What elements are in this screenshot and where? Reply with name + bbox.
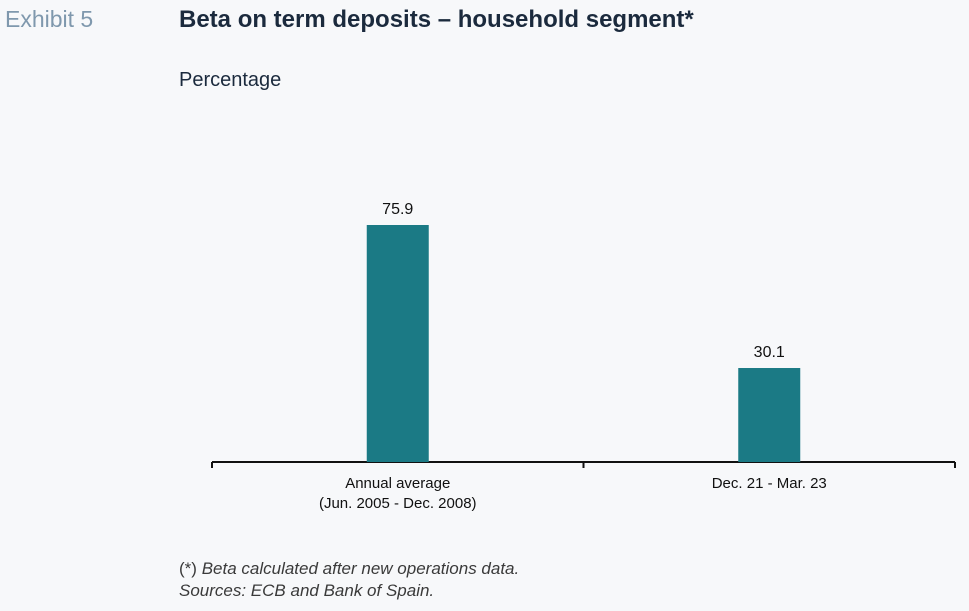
x-tick-label: (Jun. 2005 - Dec. 2008) [319, 495, 477, 512]
footnote-sources: Sources: ECB and Bank of Spain. [179, 581, 435, 600]
exhibit-label: Exhibit 5 [5, 6, 94, 32]
bar-data-label: 75.9 [382, 201, 413, 218]
x-tick-label: Dec. 21 - Mar. 23 [712, 475, 827, 492]
footnote-text: Beta calculated after new operations dat… [201, 559, 520, 578]
x-tick-label: Annual average [345, 475, 450, 492]
chart-subtitle: Percentage [179, 69, 282, 91]
footnote-beta: (*) Beta calculated after new operations… [179, 559, 519, 579]
bar-data-label: 30.1 [754, 344, 785, 361]
bar [738, 368, 801, 462]
chart-title: Beta on term deposits – household segmen… [179, 6, 694, 33]
bar-chart: 75.9 Annual average (Jun. 2005 - Dec. 2008… [211, 201, 956, 512]
bar [366, 225, 429, 462]
footnote-marker: (*) [179, 559, 197, 578]
